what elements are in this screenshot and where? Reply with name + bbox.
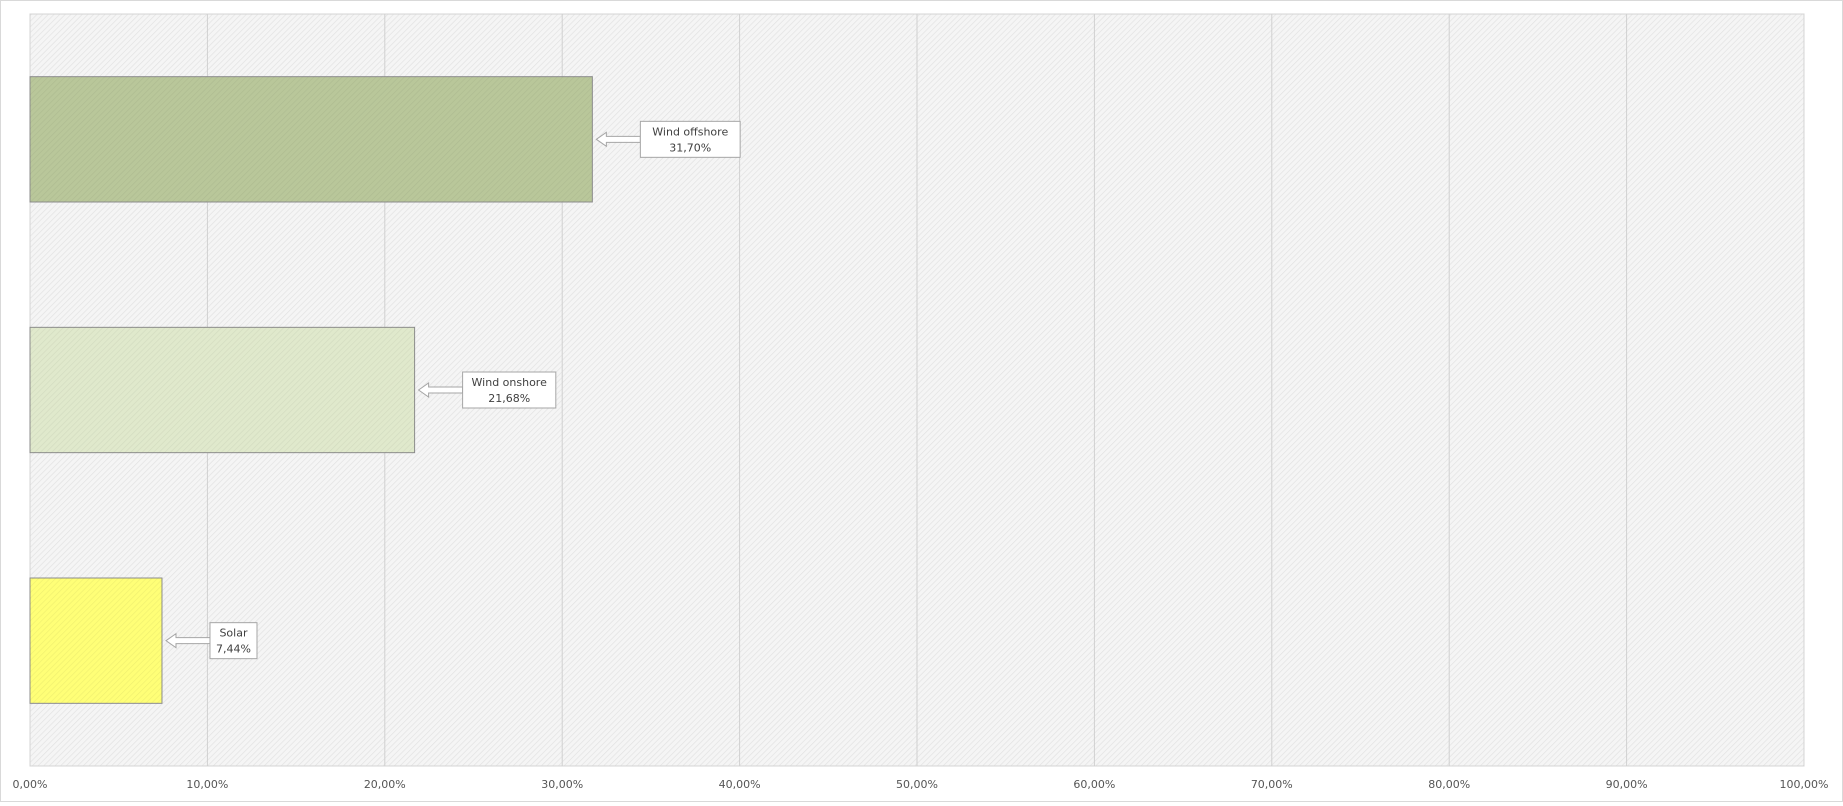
bars bbox=[29, 76, 593, 704]
x-tick-label: 30,00% bbox=[541, 778, 583, 791]
x-tick-label: 90,00% bbox=[1606, 778, 1648, 791]
bar-texture bbox=[30, 76, 593, 202]
x-tick-label: 40,00% bbox=[719, 778, 761, 791]
x-tick-label: 100,00% bbox=[1780, 778, 1829, 791]
data-label: Solar 7,44% bbox=[165, 622, 258, 660]
x-tick-label: 50,00% bbox=[896, 778, 938, 791]
category-label: Wind onshore bbox=[472, 376, 548, 389]
x-tick-label: 80,00% bbox=[1428, 778, 1470, 791]
bar-texture bbox=[30, 327, 415, 453]
value-label: 21,68% bbox=[488, 392, 530, 405]
callout-box bbox=[209, 622, 258, 660]
x-tick-label: 20,00% bbox=[364, 778, 406, 791]
data-label: Wind offshore 31,70% bbox=[595, 120, 741, 158]
value-label: 7,44% bbox=[216, 643, 251, 656]
x-tick-label: 70,00% bbox=[1251, 778, 1293, 791]
x-axis-ticks: 0,00% 10,00% 20,00% 30,00% 40,00% 50,00% 60,00… bbox=[13, 778, 1829, 791]
category-label: Wind offshore bbox=[652, 125, 728, 138]
callout-box bbox=[462, 371, 557, 409]
data-labels: Wind offshore 31,70% Wind onshore 21,68% Sol… bbox=[165, 120, 741, 660]
x-tick-label: 0,00% bbox=[13, 778, 48, 791]
x-tick-label: 10,00% bbox=[186, 778, 228, 791]
callout-box bbox=[639, 120, 741, 158]
data-label: Wind onshore 21,68% bbox=[417, 371, 557, 409]
value-label: 31,70% bbox=[669, 141, 711, 154]
category-label: Solar bbox=[219, 627, 248, 640]
x-tick-label: 60,00% bbox=[1073, 778, 1115, 791]
bar-texture bbox=[30, 578, 162, 704]
